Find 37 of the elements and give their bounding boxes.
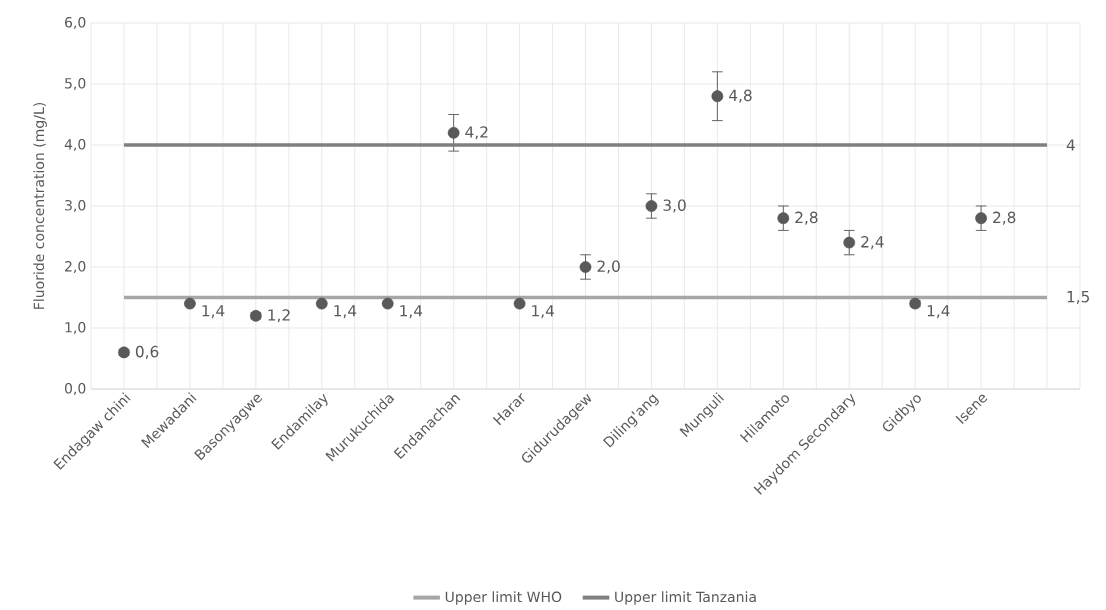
point: [579, 261, 592, 273]
data-label: 2,8: [993, 211, 1016, 225]
point: [843, 236, 856, 249]
data-label: 2,8: [795, 211, 818, 225]
y-tick-label: 1,0: [65, 321, 86, 334]
y-axis-title: Fluoride concentration (mg/L): [33, 103, 47, 309]
data-label: 1,4: [927, 305, 950, 319]
point: [513, 297, 526, 310]
point: [447, 126, 460, 139]
data-label: 4,8: [729, 89, 752, 103]
y-tick-label: 5,0: [65, 77, 86, 91]
y-tick-label: 0,0: [64, 382, 86, 395]
point: [315, 297, 328, 310]
data-label: 1,2: [268, 309, 290, 323]
y-tick-label: 2,0: [65, 260, 86, 274]
legend-label: Upper limit Tanzania: [615, 591, 756, 605]
data-label: 4: [1066, 139, 1075, 151]
data-label: 2,4: [861, 236, 884, 250]
data-label: 1,4: [202, 305, 225, 319]
point: [711, 90, 724, 103]
point: [777, 212, 790, 225]
data-label: 0,6: [135, 345, 159, 359]
y-tick-label: 3,0: [65, 199, 86, 213]
point: [645, 200, 658, 212]
point: [184, 297, 196, 310]
data-label: 1,5: [1067, 291, 1089, 304]
data-label: 2,0: [597, 260, 620, 274]
data-label: 1,4: [334, 305, 357, 319]
data-label: 3,0: [663, 199, 686, 213]
y-tick-label: 6,0: [65, 16, 86, 30]
y-tick-label: 4,0: [64, 138, 86, 152]
point: [381, 297, 394, 310]
legend-label: Upper limit WHO: [445, 591, 562, 605]
point: [975, 212, 987, 225]
data-label: 1,4: [400, 305, 423, 319]
data-label: 1,4: [532, 305, 555, 319]
data-label: 4,2: [465, 126, 488, 140]
